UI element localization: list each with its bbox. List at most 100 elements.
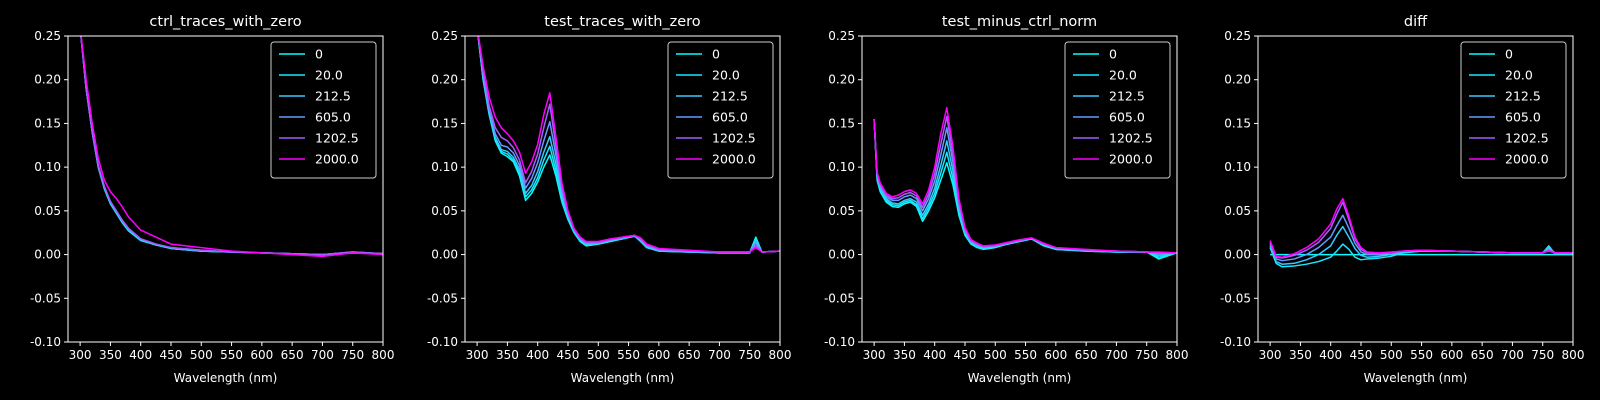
series-line — [873, 106, 1177, 254]
x-tick-label: 750 — [341, 348, 364, 362]
legend-label: 20.0 — [712, 68, 740, 83]
series-lines — [1269, 197, 1573, 268]
axes-frame — [861, 35, 1178, 343]
x-tick-label: 700 — [1105, 348, 1128, 362]
y-tick-label: 0.25 — [828, 29, 855, 43]
y-tick-label: 0.10 — [828, 160, 855, 174]
legend-label: 0 — [712, 47, 720, 62]
x-tick-label: 600 — [1044, 348, 1067, 362]
x-tick-label: 400 — [923, 348, 946, 362]
y-tick-label: 0.15 — [828, 116, 855, 130]
x-tick-label: 650 — [1471, 348, 1494, 362]
legend-label: 605.0 — [1109, 110, 1145, 125]
legend-label: 1202.5 — [1505, 131, 1549, 146]
x-tick-label: 600 — [647, 348, 670, 362]
chart-panel: test_traces_with_zero Wavelength (nm) 300 3… — [427, 14, 792, 385]
series-lines — [80, 36, 383, 258]
chart-title: diff — [1404, 14, 1428, 30]
series-line — [873, 119, 1177, 258]
y-tick-label: 0.20 — [1224, 73, 1251, 87]
legend: 0 20.0 212.5 605.0 1202.5 2000.0 — [667, 41, 774, 179]
series-line — [80, 36, 383, 258]
x-tick-label: 350 — [893, 348, 916, 362]
x-tick-label: 500 — [587, 348, 610, 362]
x-tick-label: 650 — [678, 348, 701, 362]
series-line — [1269, 197, 1573, 258]
legend-label: 1202.5 — [712, 131, 756, 146]
y-tick-label: -0.10 — [824, 335, 855, 349]
axes-frame — [1257, 35, 1574, 343]
x-tick-label: 300 — [863, 348, 886, 362]
y-tick-label: 0.00 — [431, 248, 458, 262]
y-tick-label: 0.05 — [1224, 204, 1251, 218]
x-tick-label: 550 — [1014, 348, 1037, 362]
legend-label: 212.5 — [315, 89, 351, 104]
x-tick-label: 800 — [1562, 348, 1585, 362]
x-tick-label: 450 — [954, 348, 977, 362]
x-axis-label: Wavelength (nm) — [968, 371, 1072, 385]
legend-label: 605.0 — [315, 110, 351, 125]
x-tick-label: 600 — [250, 348, 273, 362]
legend-label: 20.0 — [1505, 68, 1533, 83]
series-line — [873, 119, 1177, 255]
y-tick-label: -0.05 — [427, 291, 458, 305]
y-tick-label: 0.15 — [1224, 116, 1251, 130]
y-tick-label: 0.20 — [828, 73, 855, 87]
legend: 0 20.0 212.5 605.0 1202.5 2000.0 — [1064, 41, 1171, 179]
chart-title: ctrl_traces_with_zero — [149, 14, 301, 30]
legend-label: 2000.0 — [315, 152, 359, 167]
legend-label: 2000.0 — [1505, 152, 1549, 167]
x-tick-label: 700 — [708, 348, 731, 362]
axes-frame — [464, 35, 781, 343]
y-tick-label: -0.10 — [30, 335, 61, 349]
x-tick-label: 450 — [557, 348, 580, 362]
chart-panel: diff Wavelength (nm) 300 350 400 450 500 550 600… — [1220, 14, 1585, 385]
legend-label: 0 — [1505, 47, 1513, 62]
x-tick-label: 600 — [1440, 348, 1463, 362]
chart-panel: ctrl_traces_with_zero Wavelength (nm) 300 3… — [30, 14, 395, 385]
series-line — [80, 36, 383, 256]
series-lines — [477, 36, 780, 254]
legend-label: 212.5 — [1109, 89, 1145, 104]
x-tick-label: 800 — [1166, 348, 1189, 362]
legend-label: 212.5 — [1505, 89, 1541, 104]
y-tick-label: 0.00 — [34, 248, 61, 262]
y-tick-label: 0.05 — [828, 204, 855, 218]
x-tick-label: 350 — [496, 348, 519, 362]
y-tick-label: 0.20 — [34, 73, 61, 87]
x-tick-label: 700 — [1501, 348, 1524, 362]
legend-box — [270, 41, 377, 179]
x-tick-label: 800 — [769, 348, 792, 362]
x-tick-label: 350 — [99, 348, 122, 362]
x-axis-label: Wavelength (nm) — [1364, 371, 1468, 385]
legend-label: 1202.5 — [315, 131, 359, 146]
y-tick-label: 0.05 — [34, 204, 61, 218]
legend: 0 20.0 212.5 605.0 1202.5 2000.0 — [1460, 41, 1567, 179]
series-lines — [873, 106, 1177, 260]
legend-label: 605.0 — [712, 110, 748, 125]
legend-label: 20.0 — [1109, 68, 1137, 83]
series-line — [477, 36, 780, 253]
x-tick-label: 350 — [1289, 348, 1312, 362]
x-tick-label: 500 — [190, 348, 213, 362]
x-tick-label: 500 — [1380, 348, 1403, 362]
axes-frame — [67, 35, 384, 343]
x-tick-label: 800 — [372, 348, 395, 362]
x-tick-label: 550 — [220, 348, 243, 362]
y-tick-label: 0.15 — [34, 116, 61, 130]
y-tick-label: 0.05 — [431, 204, 458, 218]
x-tick-label: 300 — [1259, 348, 1282, 362]
legend-label: 212.5 — [712, 89, 748, 104]
legend: 0 20.0 212.5 605.0 1202.5 2000.0 — [270, 41, 377, 179]
y-tick-label: 0.25 — [1224, 29, 1251, 43]
y-tick-label: 0.25 — [431, 29, 458, 43]
y-tick-label: 0.00 — [1224, 248, 1251, 262]
x-tick-label: 650 — [281, 348, 304, 362]
legend-label: 605.0 — [1505, 110, 1541, 125]
legend-label: 2000.0 — [1109, 152, 1153, 167]
x-tick-label: 750 — [738, 348, 761, 362]
legend-label: 20.0 — [315, 68, 343, 83]
x-tick-label: 450 — [160, 348, 183, 362]
x-tick-label: 300 — [466, 348, 489, 362]
x-tick-label: 400 — [129, 348, 152, 362]
